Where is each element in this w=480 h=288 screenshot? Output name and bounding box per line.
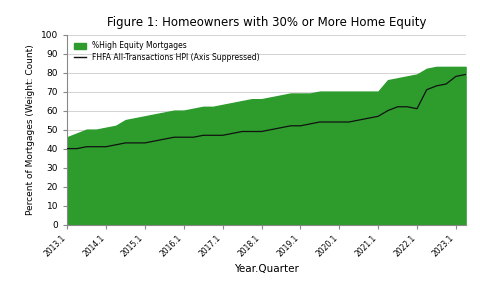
Title: Figure 1: Homeowners with 30% or More Home Equity: Figure 1: Homeowners with 30% or More Ho… <box>107 16 426 29</box>
Y-axis label: Percent of Mortgages (Weight: Count): Percent of Mortgages (Weight: Count) <box>26 44 36 215</box>
X-axis label: Year.Quarter: Year.Quarter <box>234 264 299 274</box>
Legend: %High Equity Mortgages, FHFA All-Transactions HPI (Axis Suppressed): %High Equity Mortgages, FHFA All-Transac… <box>71 38 263 65</box>
